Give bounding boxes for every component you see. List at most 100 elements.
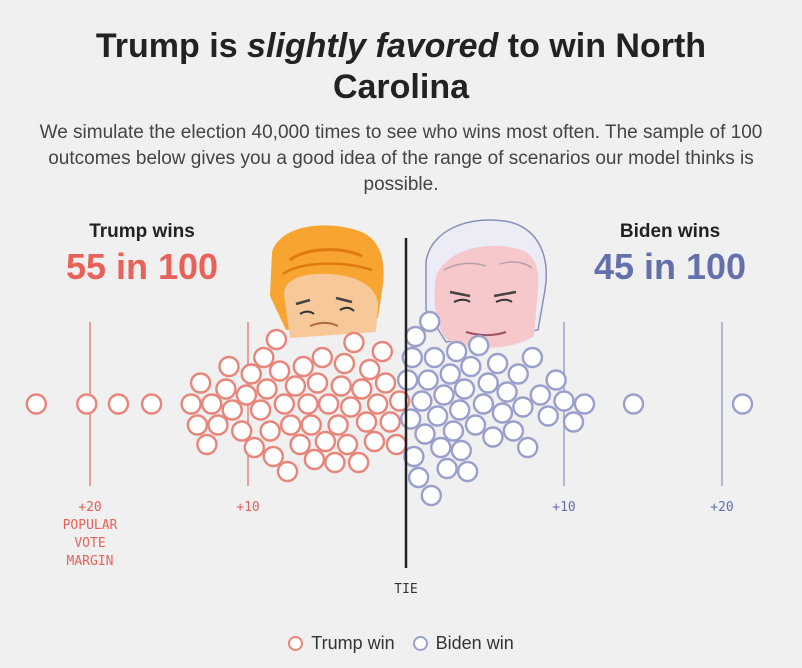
trump-outcome-dot-32 bbox=[303, 448, 326, 471]
trump-outcome-dot-22 bbox=[265, 328, 288, 351]
biden-outcome-dot-6 bbox=[411, 390, 433, 412]
trump-outcome-dot-15 bbox=[240, 363, 262, 385]
biden-outcome-dot-19 bbox=[449, 399, 471, 421]
trump-outcome-dot-50 bbox=[371, 340, 393, 363]
trump-outcome-dot-7 bbox=[196, 433, 218, 456]
trump-outcome-dot-9 bbox=[207, 414, 229, 436]
trump-wins-label: Trump wins bbox=[89, 221, 195, 242]
biden-outcome-dot-24 bbox=[464, 414, 487, 436]
biden-outcome-dot-30 bbox=[491, 402, 514, 424]
trump-outcome-dot-45 bbox=[351, 378, 373, 400]
trump-outcome-dot-4 bbox=[180, 393, 202, 415]
biden-outcome-dot-15 bbox=[436, 457, 458, 480]
biden-outcome-dot-20 bbox=[450, 439, 472, 462]
trump-outcome-dot-48 bbox=[363, 430, 386, 453]
trump-outcome-dot-38 bbox=[327, 414, 349, 436]
trump-outcome-dot-27 bbox=[284, 375, 307, 397]
biden-outcome-dot-27 bbox=[477, 372, 499, 394]
trump-outcome-dot-11 bbox=[218, 355, 240, 378]
outcome-dots bbox=[25, 310, 754, 507]
trump-outcome-dot-31 bbox=[300, 414, 322, 436]
biden-wins-label: Biden wins bbox=[619, 221, 721, 242]
trump-outcome-dot-39 bbox=[330, 375, 352, 397]
biden-outcome-dot-25 bbox=[468, 334, 490, 357]
axis-label-line-margin: MARGIN bbox=[67, 554, 114, 569]
biden-outcome-dot-17 bbox=[442, 420, 465, 442]
trump-outcome-dot-46 bbox=[355, 411, 378, 433]
trump-outcome-dot-26 bbox=[280, 414, 302, 436]
trump-wins-block: Trump wins 55 in 100 bbox=[32, 220, 252, 288]
trump-outcome-dot-20 bbox=[259, 420, 281, 442]
biden-outcome-dot-10 bbox=[420, 484, 442, 507]
legend-biden-label: Biden win bbox=[435, 633, 514, 653]
legend-item-trump: Trump win bbox=[288, 633, 395, 654]
chart-subtitle: We simulate the election 40,000 times to… bbox=[39, 122, 763, 195]
biden-outcome-dot-39 bbox=[545, 369, 567, 391]
biden-outcome-dot-29 bbox=[486, 352, 509, 375]
biden-outcome-dot-7 bbox=[414, 423, 436, 445]
biden-outcome-dot-3 bbox=[403, 445, 425, 468]
biden-outcome-dot-23 bbox=[460, 355, 482, 378]
trump-outcome-dot-13 bbox=[230, 420, 253, 442]
axis-label-line-popular: POPULAR bbox=[63, 518, 118, 533]
tick-label-biden-10: +10 bbox=[552, 500, 575, 515]
trump-outcome-dot-42 bbox=[340, 396, 362, 418]
biden-outcome-dot-42 bbox=[573, 393, 596, 415]
biden-outcome-dot-33 bbox=[507, 363, 529, 385]
trump-outcome-dot-0 bbox=[25, 393, 47, 415]
biden-outcome-dot-38 bbox=[537, 405, 559, 427]
trump-outcome-dot-30 bbox=[297, 393, 319, 415]
biden-dot-icon bbox=[412, 636, 428, 651]
trump-outcome-dot-2 bbox=[107, 393, 130, 415]
tick-label-trump-20: +20 bbox=[78, 500, 101, 515]
trump-outcome-dot-53 bbox=[385, 433, 408, 456]
trump-outcome-dot-21 bbox=[262, 445, 284, 468]
trump-outcome-dot-17 bbox=[249, 399, 272, 421]
trump-outcome-dot-54 bbox=[389, 390, 411, 412]
trump-outcome-dot-18 bbox=[253, 346, 275, 369]
trump-outcome-dot-37 bbox=[324, 451, 346, 474]
trump-outcome-dot-29 bbox=[292, 355, 314, 378]
biden-outcome-dot-35 bbox=[517, 436, 539, 459]
biden-outcome-dot-44 bbox=[731, 393, 754, 415]
trump-outcome-dot-6 bbox=[189, 372, 212, 394]
biden-outcome-dot-43 bbox=[622, 393, 645, 415]
biden-outcome-dot-34 bbox=[512, 396, 534, 418]
chart-title: Trump is slightly favored to win North C… bbox=[95, 27, 707, 106]
trump-wins-odds: 55 in 100 bbox=[65, 246, 219, 287]
legend: Trump win Biden win bbox=[0, 633, 802, 654]
biden-outcome-dot-13 bbox=[430, 436, 452, 459]
trump-outcome-dot-5 bbox=[186, 414, 209, 436]
trump-outcome-dot-19 bbox=[256, 378, 278, 400]
trump-outcome-dot-35 bbox=[314, 430, 337, 453]
biden-outcome-dot-28 bbox=[482, 426, 504, 448]
trump-dot-icon bbox=[288, 636, 304, 651]
tie-label: TIE bbox=[394, 582, 417, 597]
biden-outcome-dot-31 bbox=[496, 381, 518, 403]
axis-label-line-vote: VOTE bbox=[74, 536, 105, 551]
biden-outcome-dot-18 bbox=[445, 340, 468, 363]
biden-outcome-dot-1 bbox=[400, 408, 422, 430]
biden-outcome-dot-22 bbox=[456, 460, 479, 483]
trump-outcome-dot-44 bbox=[347, 451, 370, 474]
legend-item-biden: Biden win bbox=[412, 633, 514, 654]
tick-label-trump-10: +10 bbox=[236, 500, 259, 515]
tick-labels: +20 +10 +10 +20 bbox=[78, 500, 733, 515]
biden-outcome-dot-2 bbox=[401, 346, 423, 369]
biden-outcome-dot-37 bbox=[529, 384, 551, 406]
biden-outcome-dot-5 bbox=[407, 466, 430, 489]
trump-outcome-dot-36 bbox=[317, 393, 340, 415]
biden-outcome-dot-41 bbox=[562, 411, 585, 433]
legend-trump-label: Trump win bbox=[311, 633, 395, 653]
biden-wins-odds: 45 in 100 bbox=[593, 246, 747, 287]
trump-outcome-dot-24 bbox=[273, 393, 295, 415]
biden-outcome-dot-36 bbox=[521, 346, 544, 369]
biden-outcome-dot-32 bbox=[502, 420, 525, 442]
trump-outcome-dot-1 bbox=[76, 393, 98, 415]
trump-outcome-dot-40 bbox=[333, 352, 356, 375]
tick-label-biden-20: +20 bbox=[710, 500, 733, 515]
biden-outcome-dot-40 bbox=[553, 390, 575, 412]
trump-illustration bbox=[270, 225, 384, 338]
trump-outcome-dot-12 bbox=[221, 399, 243, 421]
